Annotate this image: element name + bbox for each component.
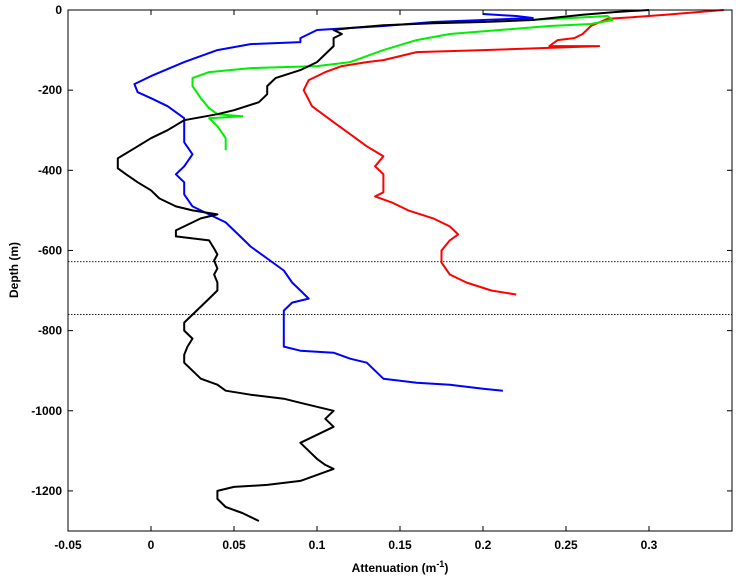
series-line-4 [116, 9, 650, 522]
x-axis: -0.05 0 0.05 0.1 0.15 0.2 0.25 0.3 [54, 10, 658, 552]
y-tick-label: 0 [55, 3, 62, 17]
plot-area [68, 10, 732, 531]
x-axis-title: Attenuation (m-1) [352, 559, 449, 575]
y-axis: 0 -200 -400 -600 -800 -1000 -1200 [31, 3, 732, 498]
y-tick-label: -1200 [31, 484, 62, 498]
x-tick-label: -0.05 [54, 538, 82, 552]
x-tick-label: 0.1 [309, 538, 326, 552]
x-tick-label: 0 [148, 538, 155, 552]
x-tick-label: 0.2 [475, 538, 492, 552]
series-line-3 [133, 13, 534, 392]
y-tick-label: -200 [38, 83, 62, 97]
x-axis-title-close: ) [444, 561, 448, 575]
x-tick-label: 0.25 [554, 538, 578, 552]
x-tick-label: 0.15 [388, 538, 412, 552]
x-axis-title-text: Attenuation (m [352, 561, 437, 575]
x-tick-label: 0.05 [222, 538, 246, 552]
series-line-1 [302, 9, 724, 296]
reference-lines [68, 261, 732, 315]
y-tick-label: -800 [38, 324, 62, 338]
x-axis-title-superscript: -1 [436, 559, 444, 569]
y-axis-title: Depth (m) [7, 242, 21, 298]
y-tick-label: -600 [38, 243, 62, 257]
series-line-2 [191, 15, 614, 151]
y-tick-label: -400 [38, 163, 62, 177]
series-lines [116, 9, 724, 522]
y-tick-label: -1000 [31, 404, 62, 418]
x-tick-label: 0.3 [641, 538, 658, 552]
